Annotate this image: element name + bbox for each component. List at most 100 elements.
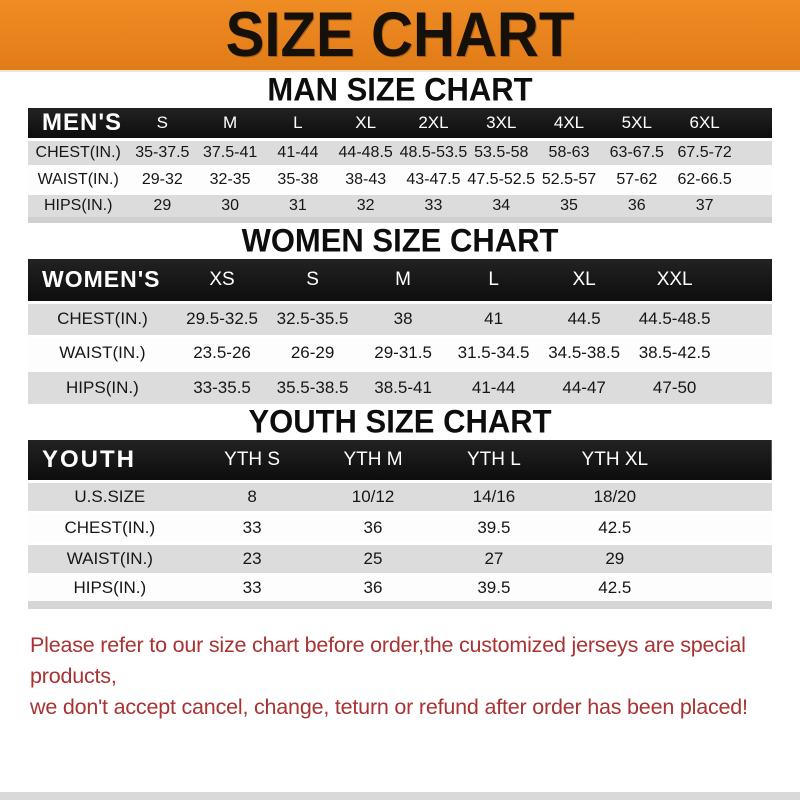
row-spacer — [738, 191, 772, 220]
size-cell: 44-48.5 — [331, 137, 400, 166]
women-chart-title: WOMEN SIZE CHART — [241, 221, 559, 260]
size-cell: 29 — [128, 191, 197, 220]
size-cell: 29-31.5 — [357, 334, 449, 370]
size-cell: 33-35.5 — [176, 368, 268, 404]
size-cell: 44.5 — [538, 300, 630, 336]
men-size-table: MEN'S S M L XL 2XL 3XL 4XL 5XL 6XL CHEST(IN.) 35-37… — [28, 108, 772, 223]
size-col-header: 6XL — [689, 112, 720, 132]
footer-note: Please refer to our size chart before or… — [30, 630, 800, 723]
size-cell: 48.5-53.5 — [399, 137, 468, 166]
size-header-row: YOUTH YTH S YTH M YTH L YTH XL — [28, 440, 772, 481]
size-cell: 31 — [264, 191, 332, 220]
size-cell: 33 — [399, 191, 468, 220]
table-corner-label: YOUTH — [42, 445, 136, 473]
size-cell: 30 — [196, 191, 264, 220]
row-spacer — [675, 510, 772, 543]
size-cell: 33 — [191, 510, 313, 543]
size-cell: 47.5-52.5 — [467, 164, 536, 193]
size-cell: 36 — [312, 572, 434, 605]
size-col-header: XXL — [656, 268, 693, 290]
youth-size-table: YOUTH YTH S YTH M YTH L YTH XL U.S.SIZE 8 10/12… — [28, 440, 772, 609]
header-spacer — [720, 259, 772, 302]
size-cell: 53.5-58 — [467, 137, 536, 166]
size-cell: 18/20 — [554, 479, 676, 512]
table-corner-label: MEN'S — [42, 108, 123, 136]
size-cell: 27 — [433, 541, 555, 574]
size-cell: 62-66.5 — [670, 164, 739, 193]
size-col-header: XS — [209, 268, 235, 290]
bottom-edge-strip — [0, 792, 800, 800]
measurement-row: WAIST(IN.) 23.5-26 26-29 29-31.5 31.5-34.5 34… — [28, 334, 772, 370]
man-chart-title: MAN SIZE CHART — [267, 70, 533, 109]
size-cell: 33 — [191, 572, 313, 605]
size-cell: 31.5-34.5 — [448, 334, 539, 370]
banner-title: SIZE CHART — [225, 0, 575, 71]
size-cell: 42.5 — [554, 572, 676, 605]
footer-note-line-2: we don't accept cancel, change, teturn o… — [30, 695, 748, 719]
size-col-header: L — [293, 112, 303, 132]
size-col-header: M — [395, 268, 411, 290]
size-col-header: YTH XL — [581, 448, 649, 470]
size-cell: 36 — [312, 510, 434, 543]
measurement-row: CHEST(IN.) 33 36 39.5 42.5 — [28, 510, 772, 543]
row-label: CHEST(IN.) — [28, 137, 129, 166]
size-col-header: M — [223, 112, 238, 132]
size-cell: 67.5-72 — [670, 137, 739, 166]
banner: SIZE CHART — [0, 0, 800, 72]
row-label: WAIST(IN.) — [28, 541, 192, 574]
measurement-row: CHEST(IN.) 29.5-32.5 32.5-35.5 38 41 44.5 44.5… — [28, 300, 772, 336]
measurement-row: WAIST(IN.) 29-32 32-35 35-38 38-43 43-47.5 47.… — [28, 164, 772, 193]
size-cell: 58-63 — [535, 137, 603, 166]
row-spacer — [738, 164, 772, 193]
measurement-row: U.S.SIZE 8 10/12 14/16 18/20 — [28, 479, 772, 512]
size-cell: 23 — [191, 541, 313, 574]
size-col-header: S — [156, 112, 168, 132]
row-label: HIPS(IN.) — [28, 572, 192, 605]
measurement-row: CHEST(IN.) 35-37.5 37.5-41 41-44 44-48.5 48.5… — [28, 137, 772, 166]
size-cell: 57-62 — [602, 164, 671, 193]
size-cell: 29-32 — [128, 164, 197, 193]
size-cell: 35-38 — [264, 164, 332, 193]
size-cell: 38.5-42.5 — [629, 334, 720, 370]
size-col-header: 5XL — [621, 112, 652, 132]
size-cell: 41-44 — [448, 368, 539, 404]
size-cell: 32 — [331, 191, 400, 220]
size-cell: 10/12 — [312, 479, 434, 512]
size-cell: 32-35 — [196, 164, 264, 193]
youth-chart-title: YOUTH SIZE CHART — [248, 402, 552, 441]
size-cell: 41 — [448, 300, 539, 336]
size-cell: 44-47 — [538, 368, 630, 404]
size-cell: 35 — [535, 191, 603, 220]
header-spacer — [675, 440, 772, 481]
size-cell: 43-47.5 — [399, 164, 468, 193]
row-spacer — [719, 334, 772, 370]
size-cell: 47-50 — [629, 368, 720, 404]
row-label: CHEST(IN.) — [28, 510, 192, 543]
size-cell: 29.5-32.5 — [176, 300, 268, 336]
size-cell: 23.5-26 — [176, 334, 268, 370]
size-cell: 14/16 — [433, 479, 555, 512]
size-col-header: 2XL — [418, 112, 449, 132]
size-cell: 42.5 — [554, 510, 676, 543]
size-cell: 39.5 — [433, 572, 555, 605]
size-cell: 44.5-48.5 — [629, 300, 720, 336]
size-cell: 32.5-35.5 — [267, 300, 358, 336]
size-col-header: XL — [572, 268, 596, 290]
size-cell: 35.5-38.5 — [267, 368, 358, 404]
women-size-table: WOMEN'S XS S M L XL XXL CHEST(IN.) 29.5-32.5 32.5… — [28, 259, 772, 404]
row-label: HIPS(IN.) — [28, 368, 177, 404]
size-header-row: MEN'S S M L XL 2XL 3XL 4XL 5XL 6XL — [28, 108, 772, 139]
row-spacer — [675, 479, 772, 512]
size-col-header: YTH L — [466, 448, 521, 470]
size-cell: 52.5-57 — [535, 164, 603, 193]
size-cell: 34.5-38.5 — [538, 334, 630, 370]
size-cell: 37 — [670, 191, 739, 220]
size-cell: 38-43 — [331, 164, 400, 193]
size-cell: 38 — [357, 300, 449, 336]
measurement-row: WAIST(IN.) 23 25 27 29 — [28, 541, 772, 574]
row-spacer — [738, 137, 772, 166]
measurement-row: HIPS(IN.) 33-35.5 35.5-38.5 38.5-41 41-44 44-… — [28, 368, 772, 404]
row-label: U.S.SIZE — [28, 479, 192, 512]
row-spacer — [675, 572, 772, 605]
